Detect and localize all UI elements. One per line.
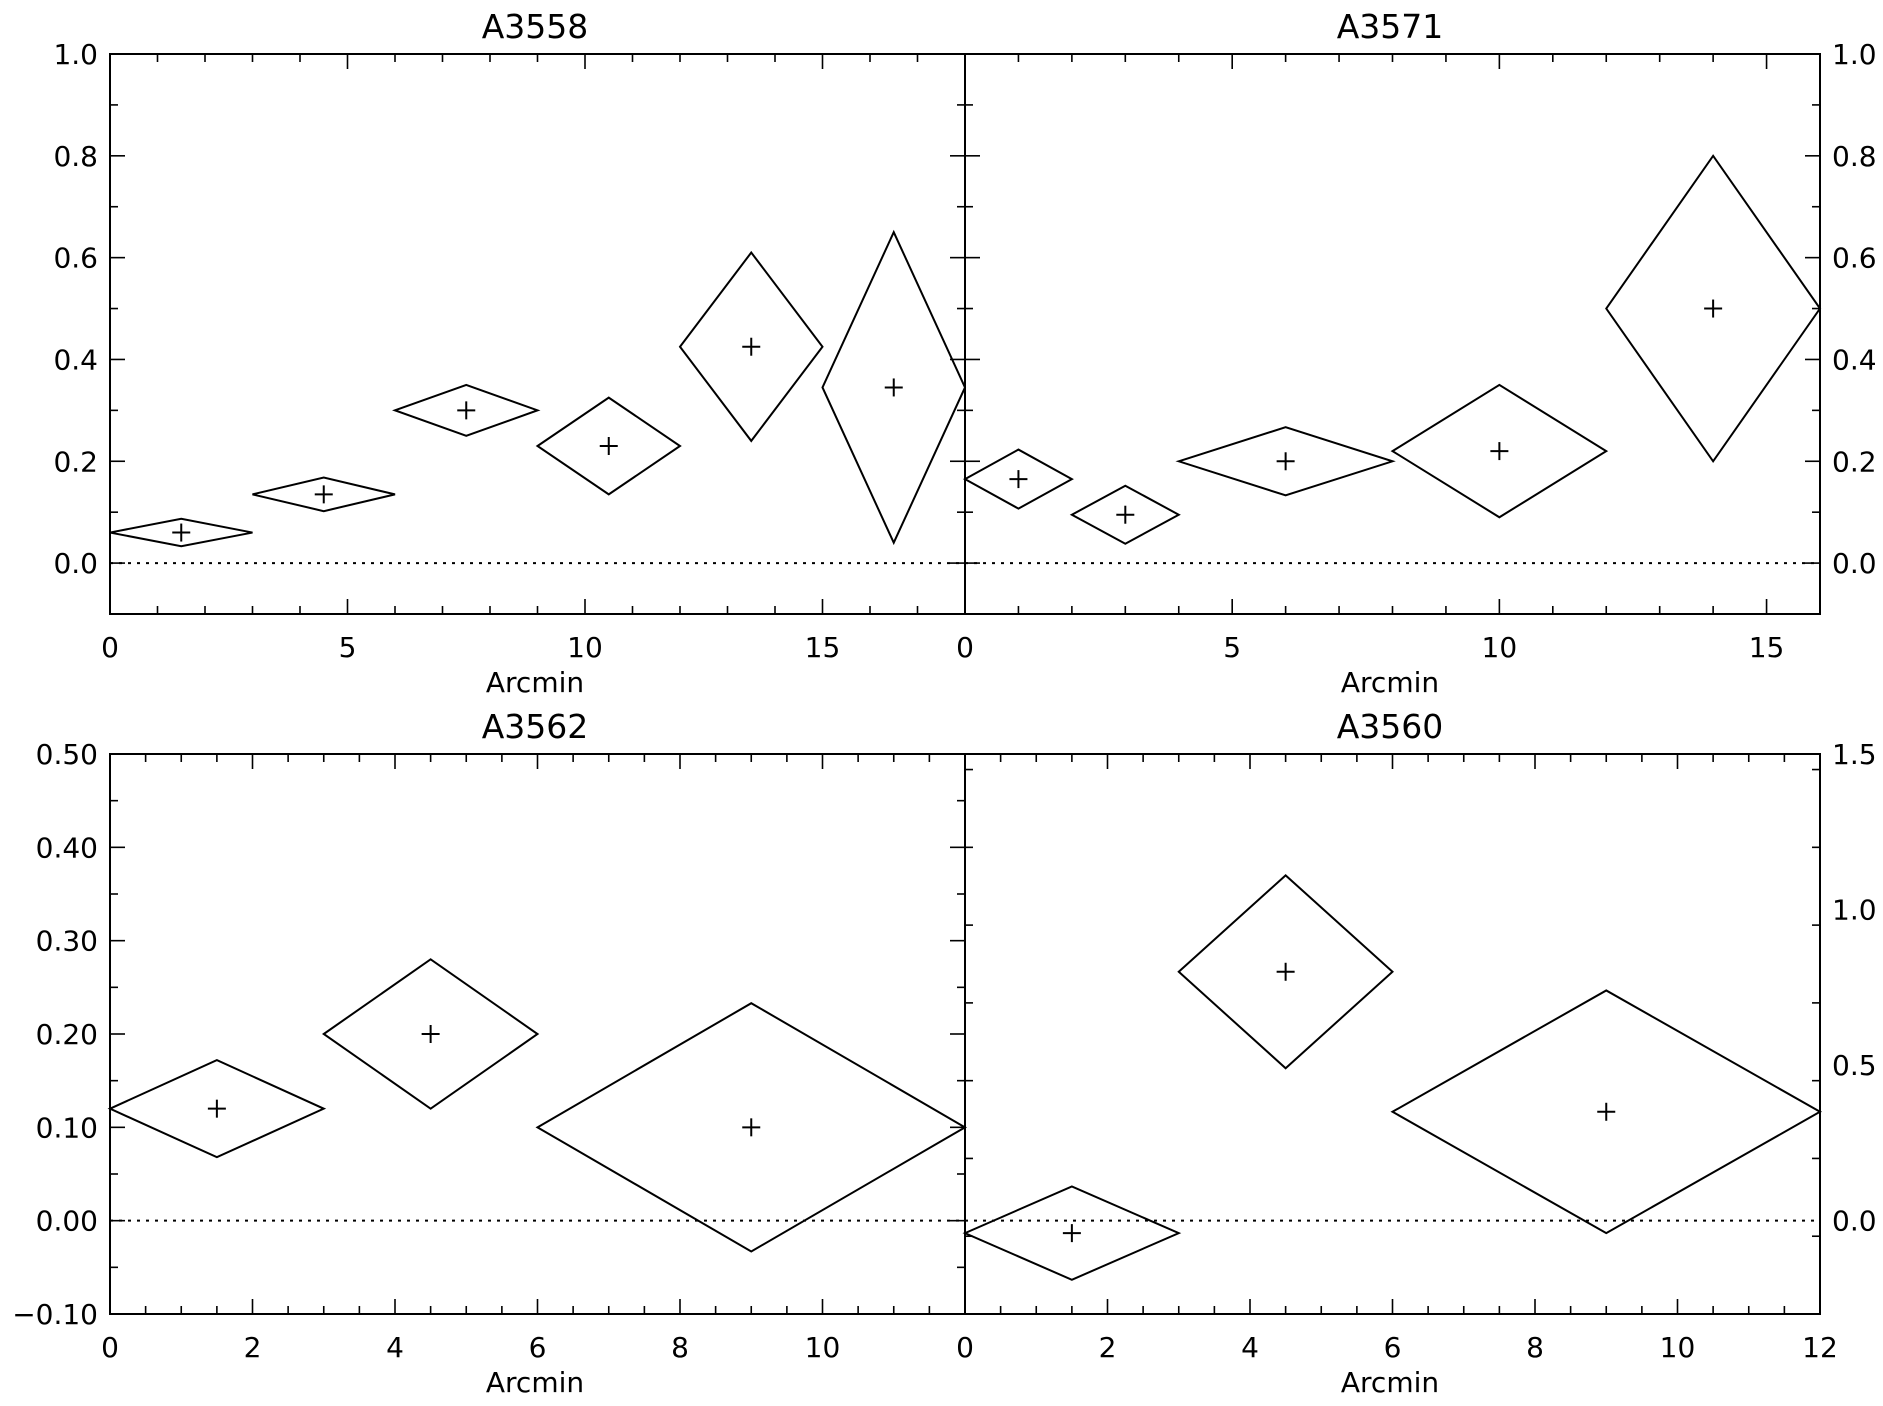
x-tick-label: 10 xyxy=(1482,631,1518,664)
y-tick-label: 0.10 xyxy=(36,1111,98,1144)
error-diamond xyxy=(535,396,682,496)
x-tick-label: 6 xyxy=(529,1331,547,1364)
y-tick-label: 0.0 xyxy=(1832,547,1877,580)
y-tick-label: 0.5 xyxy=(1832,1049,1877,1082)
error-diamond xyxy=(252,476,396,513)
y-tick-label: 0.6 xyxy=(1832,242,1877,275)
x-axis-label: Arcmin xyxy=(486,1366,584,1399)
x-tick-label: 8 xyxy=(671,1331,689,1364)
x-tick-label: 6 xyxy=(1384,1331,1402,1364)
x-axis-label: Arcmin xyxy=(486,666,584,699)
error-diamond xyxy=(109,517,253,548)
y-tick-label: 0.2 xyxy=(1832,445,1877,478)
error-diamond xyxy=(962,448,1074,510)
x-tick-label: 0 xyxy=(101,1331,119,1364)
panel-a3562: A3562 Arcmin 0 2 4 6 8 10 −0.10 0.00 0.10 0.20 0.3… xyxy=(12,707,967,1399)
x-axis-label: Arcmin xyxy=(1341,1366,1439,1399)
panel-title: A3560 xyxy=(1337,707,1444,746)
error-diamond xyxy=(962,1185,1182,1281)
y-tick-label: 0.2 xyxy=(53,445,98,478)
x-tick-label: 15 xyxy=(1749,631,1785,664)
x-tick-label: 12 xyxy=(1802,1331,1838,1364)
error-diamond xyxy=(678,250,824,443)
x-tick-label: 4 xyxy=(386,1331,404,1364)
y-tick-label: 0.4 xyxy=(53,343,98,376)
y-tick-label: 0.40 xyxy=(36,831,98,864)
plot-frame xyxy=(964,53,1821,615)
panel-title: A3571 xyxy=(1337,7,1444,46)
y-tick-label: 0.8 xyxy=(53,140,98,173)
x-tick-label: 0 xyxy=(956,631,974,664)
panel-a3560: A3560 Arcmin 0 2 4 6 8 10 12 0.0 0.5 1.0 1.5 xyxy=(956,707,1876,1399)
y-tick-label: 0.0 xyxy=(53,547,98,580)
y-tick-label: 0.50 xyxy=(36,738,98,771)
x-tick-label: 15 xyxy=(805,631,841,664)
error-diamond xyxy=(1175,426,1396,497)
y-tick-label: 0.6 xyxy=(53,242,98,275)
error-diamond xyxy=(1390,383,1609,519)
error-diamond xyxy=(1605,154,1822,464)
y-tick-label: 1.0 xyxy=(53,38,98,71)
x-tick-label: 5 xyxy=(339,631,357,664)
y-tick-label: 0.4 xyxy=(1832,343,1877,376)
panel-title: A3562 xyxy=(482,707,589,746)
x-tick-label: 4 xyxy=(1241,1331,1259,1364)
error-diamond xyxy=(322,958,540,1110)
panel-title: A3558 xyxy=(482,7,589,46)
x-tick-label: 10 xyxy=(567,631,603,664)
y-tick-label: 1.5 xyxy=(1832,738,1877,771)
panel-a3571: A3571 Arcmin 0 5 10 15 0.0 0.2 0.4 0.6 0.8 1.0 xyxy=(956,7,1876,699)
panel-a3558: A3558 Arcmin 0 5 10 15 0.0 0.2 0.4 0.6 0.8 1.0 xyxy=(53,7,967,699)
y-tick-label: 1.0 xyxy=(1832,38,1877,71)
x-tick-label: 10 xyxy=(1660,1331,1696,1364)
y-tick-label: 0.30 xyxy=(36,925,98,958)
y-tick-label: 0.0 xyxy=(1832,1205,1877,1238)
error-diamond xyxy=(392,383,541,437)
y-tick-label: 0.20 xyxy=(36,1018,98,1051)
plot-frame xyxy=(964,753,1821,1315)
y-tick-label: −0.10 xyxy=(12,1298,98,1331)
y-tick-label: 1.0 xyxy=(1832,894,1877,927)
y-tick-label: 0.8 xyxy=(1832,140,1877,173)
x-tick-label: 10 xyxy=(805,1331,841,1364)
x-tick-label: 2 xyxy=(1099,1331,1117,1364)
x-axis-label: Arcmin xyxy=(1341,666,1439,699)
x-tick-label: 2 xyxy=(244,1331,262,1364)
x-tick-label: 0 xyxy=(101,631,119,664)
error-diamond xyxy=(1177,873,1394,1070)
error-diamond xyxy=(1390,989,1823,1235)
error-diamond xyxy=(1069,484,1181,545)
y-tick-label: 0.00 xyxy=(36,1205,98,1238)
x-tick-label: 0 xyxy=(956,1331,974,1364)
error-diamond xyxy=(107,1059,327,1159)
x-tick-label: 5 xyxy=(1223,631,1241,664)
x-tick-label: 8 xyxy=(1526,1331,1544,1364)
